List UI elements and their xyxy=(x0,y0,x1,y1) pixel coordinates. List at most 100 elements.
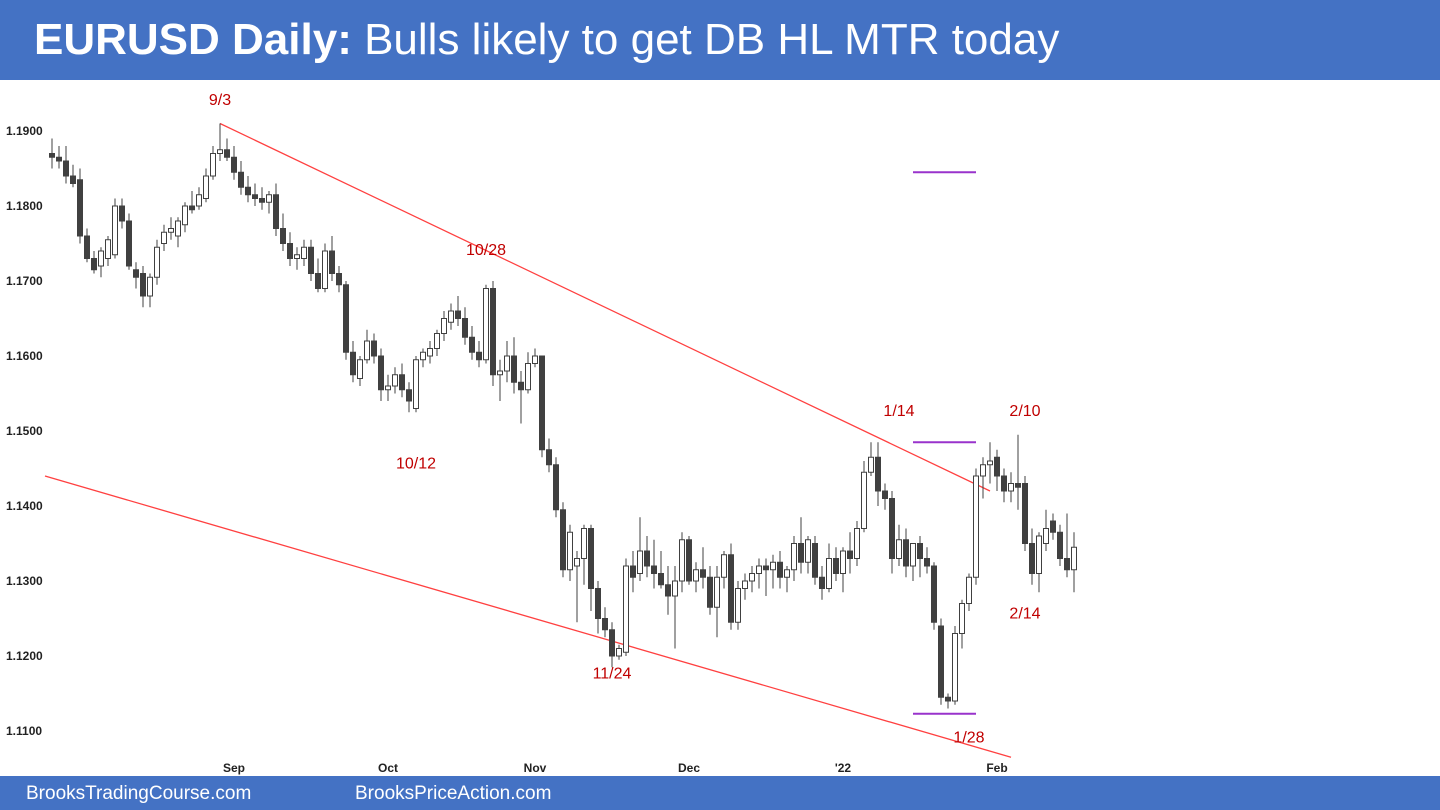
candle xyxy=(483,284,489,364)
candle xyxy=(154,239,160,285)
candle xyxy=(525,352,531,394)
bull-candle-body xyxy=(749,573,755,582)
bear-candle-body xyxy=(889,498,895,559)
candle xyxy=(497,359,503,401)
candle xyxy=(112,198,118,259)
candle xyxy=(602,607,608,638)
candle xyxy=(973,468,979,585)
bear-candle-body xyxy=(119,205,125,222)
candle xyxy=(49,138,55,169)
bull-candle-body xyxy=(427,348,433,357)
bull-candle-body xyxy=(910,543,916,567)
title-bar: EURUSD Daily: Bulls likely to get DB HL … xyxy=(0,0,1440,80)
bear-candle-body xyxy=(245,186,251,196)
candle xyxy=(987,442,993,484)
candle xyxy=(840,547,846,593)
bear-candle-body xyxy=(903,539,909,567)
candle xyxy=(294,247,300,270)
candle xyxy=(455,296,461,326)
bull-candle-body xyxy=(441,318,447,334)
date-annotation: 1/28 xyxy=(953,729,984,746)
y-tick-label: 1.1500 xyxy=(6,424,43,438)
candle xyxy=(553,457,559,518)
candle xyxy=(56,146,62,169)
bear-candle-body xyxy=(707,576,713,608)
candle xyxy=(812,536,818,585)
candle xyxy=(854,521,860,566)
bear-candle-body xyxy=(280,228,286,244)
bull-candle-body xyxy=(147,276,153,297)
candle xyxy=(574,551,580,623)
bull-candle-body xyxy=(525,363,531,391)
bull-candle-body xyxy=(483,288,489,361)
bull-candle-body xyxy=(196,194,202,207)
candle xyxy=(490,281,496,386)
bull-candle-body xyxy=(952,633,958,702)
candle xyxy=(567,524,573,581)
footer-link-brookspriceaction[interactable]: BrooksPriceAction.com xyxy=(355,783,552,804)
candle xyxy=(889,491,895,574)
x-tick-label: Nov xyxy=(524,761,547,775)
candle xyxy=(1057,524,1063,566)
footer-bar: BrooksTradingCourse.com BrooksPriceActio… xyxy=(0,776,1440,810)
candle xyxy=(210,146,216,180)
candle xyxy=(903,528,909,578)
candle xyxy=(1071,532,1077,593)
candle xyxy=(259,187,265,210)
candle xyxy=(1043,509,1049,551)
bull-candle-body xyxy=(868,456,874,473)
bear-candle-body xyxy=(924,558,930,567)
bear-candle-body xyxy=(588,528,594,589)
candle xyxy=(364,329,370,364)
bear-candle-body xyxy=(469,336,475,353)
bull-candle-body xyxy=(721,554,727,578)
bull-candle-body xyxy=(266,194,272,203)
bear-candle-body xyxy=(63,160,69,177)
price-bars xyxy=(49,123,1077,709)
bear-candle-body xyxy=(994,456,1000,477)
trendlines-layer xyxy=(44,122,1012,758)
candle xyxy=(119,198,125,229)
candle xyxy=(315,258,321,293)
candle xyxy=(336,266,342,293)
candle xyxy=(378,348,384,401)
candle xyxy=(763,558,769,596)
candle xyxy=(819,566,825,600)
upper-bear-trendline xyxy=(219,122,991,492)
x-axis: Sep Oct Nov Dec '22 Feb xyxy=(223,761,1008,775)
bull-candle-body xyxy=(623,565,629,653)
candle xyxy=(861,461,867,533)
bull-candle-body xyxy=(966,576,972,604)
bull-candle-body xyxy=(420,351,426,361)
footer-link-brookstradingcourse[interactable]: BrooksTradingCourse.com xyxy=(26,783,252,804)
candle xyxy=(756,558,762,589)
bear-candle-body xyxy=(511,355,517,383)
bear-candle-body xyxy=(231,156,237,173)
candle xyxy=(882,483,888,510)
lower-trendline xyxy=(44,475,1012,758)
y-tick-label: 1.1200 xyxy=(6,649,43,663)
bull-candle-body xyxy=(784,569,790,578)
candle xyxy=(329,236,335,281)
bull-candle-body xyxy=(693,569,699,582)
candle xyxy=(287,232,293,266)
bull-candle-body xyxy=(322,250,328,289)
candle xyxy=(665,566,671,615)
title-description: Bulls likely to get DB HL MTR today xyxy=(351,15,1060,64)
candle xyxy=(644,536,650,578)
bull-candle-body xyxy=(735,588,741,623)
candle xyxy=(413,356,419,413)
bull-candle-body xyxy=(385,385,391,391)
candle xyxy=(469,326,475,360)
candle xyxy=(420,348,426,368)
candle xyxy=(77,168,83,244)
candle xyxy=(175,217,181,248)
candle xyxy=(434,329,440,356)
candle xyxy=(70,164,76,188)
bear-candle-body xyxy=(917,543,923,559)
candle xyxy=(609,622,615,668)
bear-candle-body xyxy=(1001,475,1007,492)
candle xyxy=(735,581,741,630)
bear-candle-body xyxy=(77,179,83,237)
bear-candle-body xyxy=(665,584,671,597)
